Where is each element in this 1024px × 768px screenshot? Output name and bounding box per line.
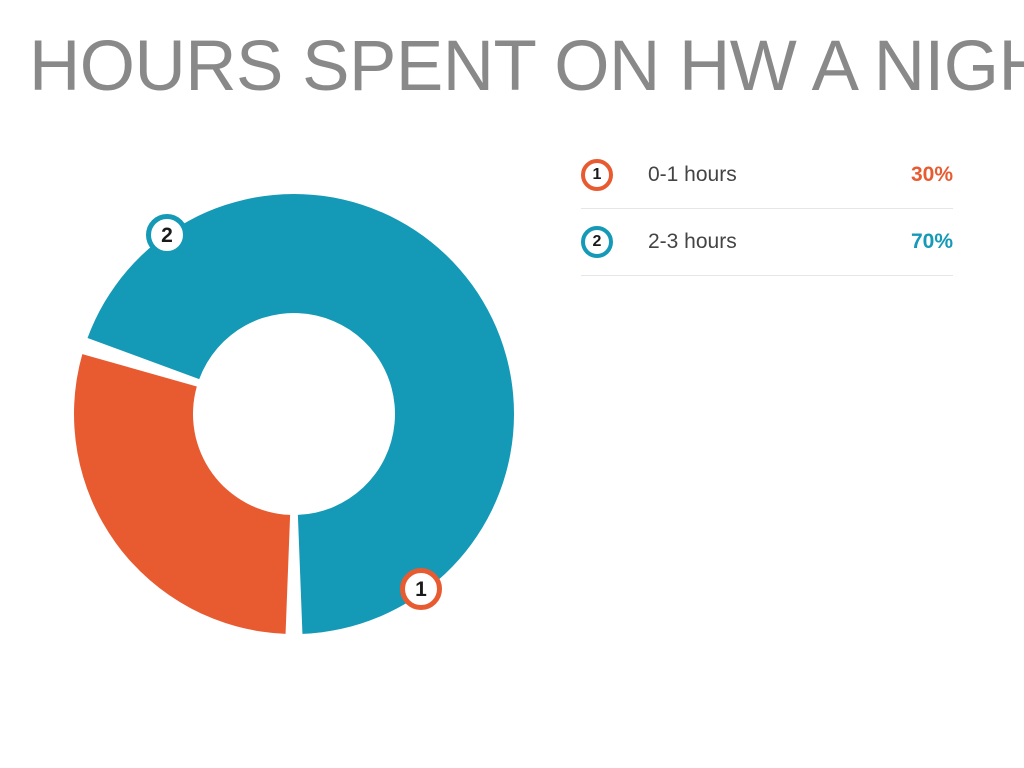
donut-callout-badge-2-number: 2 [161, 223, 173, 247]
donut-slice-2[interactable] [87, 193, 515, 634]
donut-chart: 1 2 [74, 193, 515, 634]
donut-callout-badge-1-number: 1 [415, 577, 427, 601]
legend-badge-1: 1 [581, 159, 613, 191]
donut-chart-svg [74, 193, 515, 634]
legend-label-2: 2-3 hours [648, 230, 737, 253]
legend: 1 0-1 hours 30% 2 2-3 hours 70% [581, 142, 953, 276]
legend-row[interactable]: 1 0-1 hours 30% [581, 142, 953, 209]
legend-value-2: 70% [910, 230, 953, 253]
legend-badge-1-number: 1 [592, 166, 602, 183]
donut-slice-group [74, 193, 515, 634]
legend-value-1: 30% [910, 163, 953, 186]
donut-callout-badge-2: 2 [146, 214, 188, 256]
donut-slice-1[interactable] [74, 354, 291, 634]
legend-badge-2: 2 [581, 226, 613, 258]
page-title: HOURS SPENT ON HW A NIGHT [29, 27, 1024, 106]
legend-label-1: 0-1 hours [648, 163, 737, 186]
legend-badge-2-number: 2 [592, 233, 602, 250]
legend-row[interactable]: 2 2-3 hours 70% [581, 209, 953, 276]
donut-callout-badge-1: 1 [400, 568, 442, 610]
